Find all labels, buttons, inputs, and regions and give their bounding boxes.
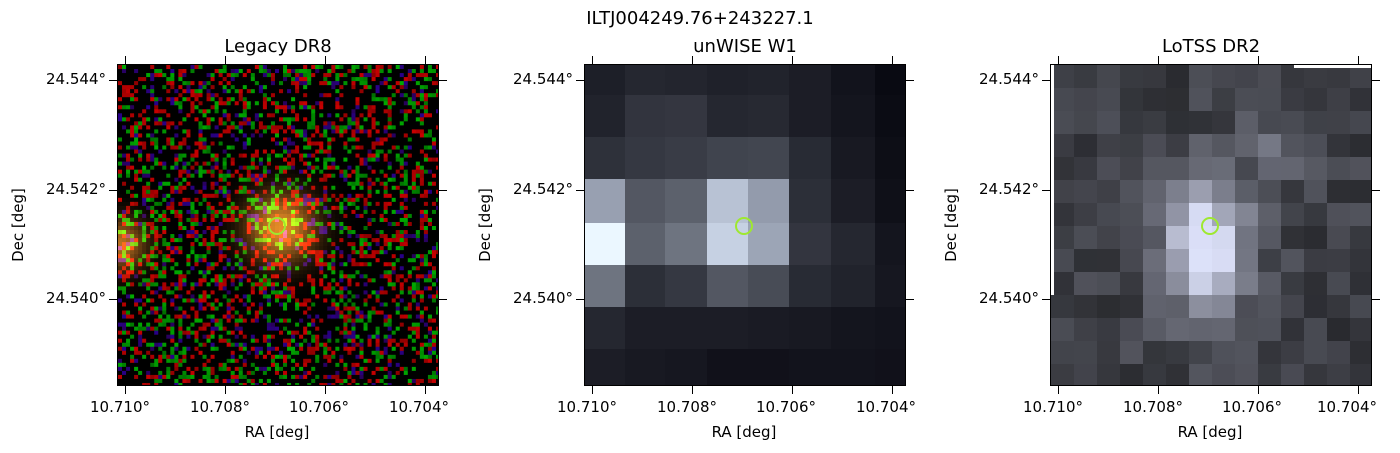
- ytick-label: 24.542°: [979, 180, 1039, 198]
- x-tick-mark: [424, 56, 426, 64]
- y-tick-mark: [1042, 189, 1050, 191]
- xtick-label: 10.706°: [1222, 398, 1282, 416]
- ytick-label: 24.540°: [513, 289, 573, 307]
- y-tick-mark: [1042, 299, 1050, 301]
- y-axis-label: Dec [deg]: [9, 188, 27, 262]
- x-tick-mark: [691, 386, 693, 394]
- xtick-label: 10.708°: [1123, 398, 1183, 416]
- xtick-label: 10.704°: [856, 398, 916, 416]
- y-tick-mark: [109, 80, 117, 82]
- panel-title: unWISE W1: [693, 36, 797, 57]
- panel-legacy-dr8: Legacy DR8: [117, 36, 439, 386]
- xtick-label: 10.708°: [657, 398, 717, 416]
- x-tick-mark: [424, 386, 426, 394]
- ytick-label: 24.544°: [46, 70, 106, 88]
- y-tick-mark: [906, 299, 914, 301]
- x-tick-mark: [324, 386, 326, 394]
- x-axis-label: RA [deg]: [244, 423, 310, 441]
- x-tick-mark: [224, 386, 226, 394]
- x-tick-mark: [891, 56, 893, 64]
- panel-title: LoTSS DR2: [1161, 36, 1261, 57]
- source-marker-circle: [268, 217, 286, 235]
- xtick-label: 10.710°: [1023, 398, 1083, 416]
- panel-unwise-w1: unWISE W1: [584, 36, 906, 386]
- y-tick-mark: [576, 80, 584, 82]
- y-tick-mark: [576, 299, 584, 301]
- figure-title: ILTJ004249.76+243227.1: [586, 8, 814, 29]
- y-tick-mark: [1372, 299, 1380, 301]
- xtick-label: 10.710°: [90, 398, 150, 416]
- x-tick-mark: [125, 386, 127, 394]
- y-tick-mark: [109, 299, 117, 301]
- y-tick-mark: [1372, 189, 1380, 191]
- x-tick-mark: [224, 56, 226, 64]
- xtick-label: 10.708°: [190, 398, 250, 416]
- x-tick-mark: [1157, 386, 1159, 394]
- lotss-dr2-image: [1050, 64, 1372, 386]
- x-tick-mark: [691, 56, 693, 64]
- xtick-label: 10.704°: [389, 398, 449, 416]
- x-tick-mark: [791, 386, 793, 394]
- ytick-label: 24.542°: [46, 180, 106, 198]
- y-tick-mark: [906, 80, 914, 82]
- xtick-label: 10.706°: [289, 398, 349, 416]
- x-tick-mark: [1058, 386, 1060, 394]
- y-tick-mark: [439, 189, 447, 191]
- y-axis-label: Dec [deg]: [942, 188, 960, 262]
- x-tick-mark: [891, 386, 893, 394]
- y-axis-label: Dec [deg]: [476, 188, 494, 262]
- y-tick-mark: [1042, 80, 1050, 82]
- panel-title: Legacy DR8: [224, 36, 332, 57]
- x-tick-mark: [1257, 386, 1259, 394]
- ytick-label: 24.542°: [513, 180, 573, 198]
- x-axis-label: RA [deg]: [711, 423, 777, 441]
- y-tick-mark: [109, 189, 117, 191]
- xtick-label: 10.704°: [1317, 398, 1377, 416]
- xtick-label: 10.706°: [756, 398, 816, 416]
- x-tick-mark: [1357, 386, 1359, 394]
- ytick-label: 24.540°: [46, 289, 106, 307]
- legacy-dr8-image: [117, 64, 439, 386]
- ytick-label: 24.544°: [513, 70, 573, 88]
- x-tick-mark: [125, 56, 127, 64]
- x-tick-mark: [1058, 56, 1060, 64]
- source-marker-circle: [1201, 217, 1219, 235]
- x-tick-mark: [1257, 56, 1259, 64]
- y-tick-mark: [439, 299, 447, 301]
- x-tick-mark: [791, 56, 793, 64]
- x-axis-label: RA [deg]: [1177, 423, 1243, 441]
- x-tick-mark: [1157, 56, 1159, 64]
- y-tick-mark: [576, 189, 584, 191]
- panel-lotss-dr2: LoTSS DR2: [1050, 36, 1372, 386]
- source-marker-circle: [735, 217, 753, 235]
- y-tick-mark: [1372, 80, 1380, 82]
- ytick-label: 24.544°: [979, 70, 1039, 88]
- y-tick-mark: [906, 189, 914, 191]
- xtick-label: 10.710°: [557, 398, 617, 416]
- x-tick-mark: [1357, 56, 1359, 64]
- unwise-w1-image: [584, 64, 906, 386]
- x-tick-mark: [324, 56, 326, 64]
- y-tick-mark: [439, 80, 447, 82]
- x-tick-mark: [592, 56, 594, 64]
- x-tick-mark: [592, 386, 594, 394]
- ytick-label: 24.540°: [979, 289, 1039, 307]
